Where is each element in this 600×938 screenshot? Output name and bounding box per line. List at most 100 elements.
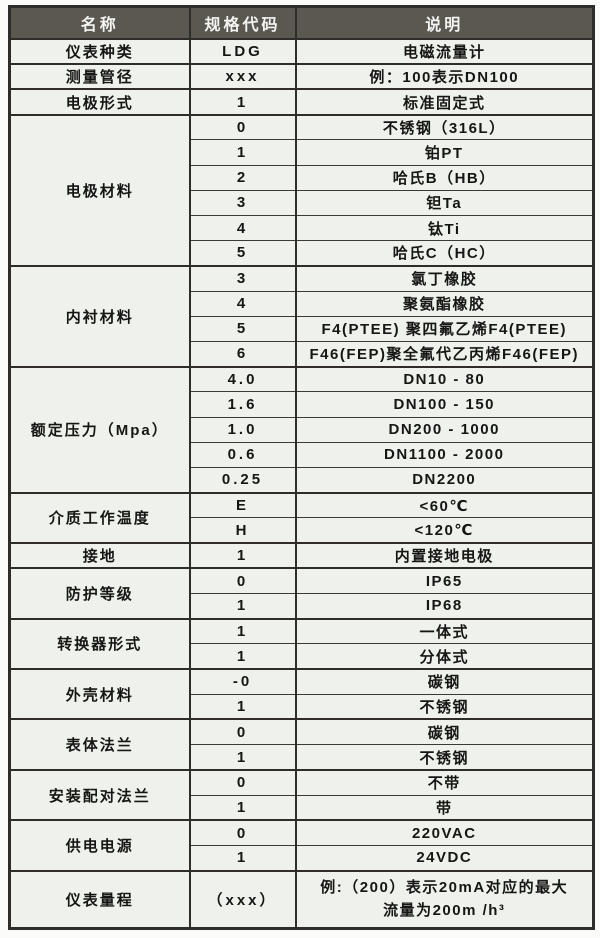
group-name-cell: 安装配对法兰 bbox=[8, 768, 191, 821]
desc-cell: 内置接地电极 bbox=[294, 542, 595, 569]
code-cell: 0 bbox=[188, 819, 297, 847]
table-row: 电极形式 1 标准固定式 bbox=[8, 88, 595, 116]
code-cell: 5 bbox=[188, 240, 297, 267]
table-row: 1 不锈钢 bbox=[10, 744, 595, 771]
table-row: 0.25 DN2200 bbox=[10, 466, 595, 494]
code-cell: 3 bbox=[188, 189, 297, 216]
code-cell: 0.6 bbox=[188, 441, 297, 468]
code-cell: 1 bbox=[188, 592, 297, 620]
table-row: 内衬材料 3 氯丁橡胶 bbox=[8, 264, 595, 368]
desc-cell: DN1100 - 2000 bbox=[294, 441, 595, 468]
code-cell: 5 bbox=[188, 315, 297, 342]
code-cell: 4 bbox=[188, 214, 297, 242]
desc-cell: 钽Ta bbox=[294, 189, 595, 216]
desc-cell: 一体式 bbox=[294, 617, 595, 645]
table-row: 6 F46(FEP)聚全氟代乙丙烯F46(FEP) bbox=[10, 340, 595, 368]
group-name-cell: 电极形式 bbox=[8, 88, 191, 116]
table-row: 1 24VDC bbox=[10, 844, 595, 872]
table-row: 供电电源 0 220VAC bbox=[8, 819, 595, 872]
table-body: 仪表种类 LDG 电磁流量计 测量管径 xxx 例：100表示DN100 电极形式 1 标准固定… bbox=[8, 37, 595, 929]
group-name-cell: 介质工作温度 bbox=[8, 491, 191, 544]
table-row: 转换器形式 1 一体式 bbox=[8, 617, 595, 670]
desc-cell: <60℃ bbox=[294, 491, 595, 519]
desc-cell: 不锈钢 bbox=[294, 693, 595, 720]
code-cell: H bbox=[188, 517, 297, 544]
code-cell: 0 bbox=[188, 768, 297, 796]
desc-cell: IP65 bbox=[294, 567, 595, 594]
code-cell: （xxx） bbox=[188, 869, 297, 929]
desc-line: 例:（200）表示20mA对应的最大 bbox=[320, 879, 569, 897]
desc-cell: 聚氨酯橡胶 bbox=[294, 290, 595, 317]
code-cell: 2 bbox=[188, 164, 297, 191]
group-name-cell: 仪表种类 bbox=[8, 37, 191, 65]
table-row: 接地 1 内置接地电极 bbox=[8, 542, 595, 569]
desc-cell: 哈氏B（HB） bbox=[294, 164, 595, 191]
table-row: 4 钛Ti bbox=[10, 214, 595, 242]
header-row: 名称 规格代码 说明 bbox=[8, 5, 595, 40]
code-cell: 0 bbox=[188, 718, 297, 746]
table-row: H <120℃ bbox=[10, 517, 595, 544]
desc-cell: F46(FEP)聚全氟代乙丙烯F46(FEP) bbox=[294, 340, 595, 368]
code-cell: 6 bbox=[188, 340, 297, 368]
table-row: 仪表量程 （xxx） 例:（200）表示20mA对应的最大 流量为200m /h³ bbox=[8, 869, 595, 929]
desc-cell: 碳钢 bbox=[294, 668, 595, 695]
code-cell: 1 bbox=[188, 542, 297, 569]
code-cell: E bbox=[188, 491, 297, 519]
desc-cell: 不带 bbox=[294, 768, 595, 796]
desc-cell: 电磁流量计 bbox=[294, 37, 595, 65]
column-header: 说明 bbox=[294, 5, 595, 40]
desc-cell: 哈氏C（HC） bbox=[294, 240, 595, 267]
desc-cell: 标准固定式 bbox=[294, 88, 595, 116]
code-cell: LDG bbox=[188, 37, 297, 65]
desc-cell: DN100 - 150 bbox=[294, 391, 595, 418]
code-cell: 1 bbox=[188, 643, 297, 670]
table-row: 防护等级 0 IP65 bbox=[8, 567, 595, 620]
column-header: 规格代码 bbox=[188, 5, 297, 40]
group-name-cell: 外壳材料 bbox=[8, 668, 191, 720]
code-cell: 1 bbox=[188, 617, 297, 645]
code-cell: xxx bbox=[188, 63, 297, 90]
code-cell: 1 bbox=[188, 139, 297, 166]
table-row: 介质工作温度 E <60℃ bbox=[8, 491, 595, 544]
code-cell: 1 bbox=[188, 844, 297, 872]
desc-cell: 碳钢 bbox=[294, 718, 595, 746]
code-cell: 0 bbox=[188, 113, 297, 141]
code-cell: 1 bbox=[188, 744, 297, 771]
group-name-cell: 额定压力（Mpa） bbox=[8, 365, 191, 494]
table-row: 表体法兰 0 碳钢 bbox=[8, 718, 595, 771]
group-name-cell: 电极材料 bbox=[8, 113, 191, 267]
table-row: 1.6 DN100 - 150 bbox=[10, 391, 595, 418]
code-cell: 1 bbox=[188, 693, 297, 720]
group-name-cell: 转换器形式 bbox=[8, 617, 191, 670]
code-cell: 1 bbox=[188, 88, 297, 116]
desc-cell: 分体式 bbox=[294, 643, 595, 670]
table-row: 0.6 DN1100 - 2000 bbox=[10, 441, 595, 468]
table-row: 5 F4(PTEE) 聚四氟乙烯F4(PTEE) bbox=[10, 315, 595, 342]
table-row: 电极材料 0 不锈钢（316L） bbox=[8, 113, 595, 267]
desc-cell: 不锈钢（316L） bbox=[294, 113, 595, 141]
desc-cell: 例：100表示DN100 bbox=[294, 63, 595, 90]
code-cell: 1.6 bbox=[188, 391, 297, 418]
desc-cell: 220VAC bbox=[294, 819, 595, 847]
table-header: 名称 规格代码 说明 bbox=[8, 5, 595, 40]
group-name-cell: 内衬材料 bbox=[8, 264, 191, 368]
spec-table: 名称 规格代码 说明 仪表种类 LDG 电磁流量计 测量管径 xxx 例：100表示DN100… bbox=[8, 5, 595, 930]
table-row: 1 IP68 bbox=[10, 592, 595, 620]
table-row: 仪表种类 LDG 电磁流量计 bbox=[8, 37, 595, 65]
desc-cell: 铂PT bbox=[294, 139, 595, 166]
desc-cell: 钛Ti bbox=[294, 214, 595, 242]
desc-cell: 不锈钢 bbox=[294, 744, 595, 771]
code-cell: 0.25 bbox=[188, 466, 297, 494]
table-row: 4 聚氨酯橡胶 bbox=[10, 290, 595, 317]
desc-cell: 24VDC bbox=[294, 844, 595, 872]
group-name-cell: 防护等级 bbox=[8, 567, 191, 620]
group-name-cell: 仪表量程 bbox=[8, 869, 191, 929]
table-row: 安装配对法兰 0 不带 bbox=[8, 768, 595, 821]
code-cell: 1 bbox=[188, 794, 297, 821]
column-header: 名称 bbox=[8, 5, 191, 40]
desc-cell: 例:（200）表示20mA对应的最大 流量为200m /h³ bbox=[294, 869, 595, 929]
group-name-cell: 接地 bbox=[8, 542, 191, 569]
table-row: 5 哈氏C（HC） bbox=[10, 240, 595, 267]
desc-cell: DN200 - 1000 bbox=[294, 416, 595, 443]
